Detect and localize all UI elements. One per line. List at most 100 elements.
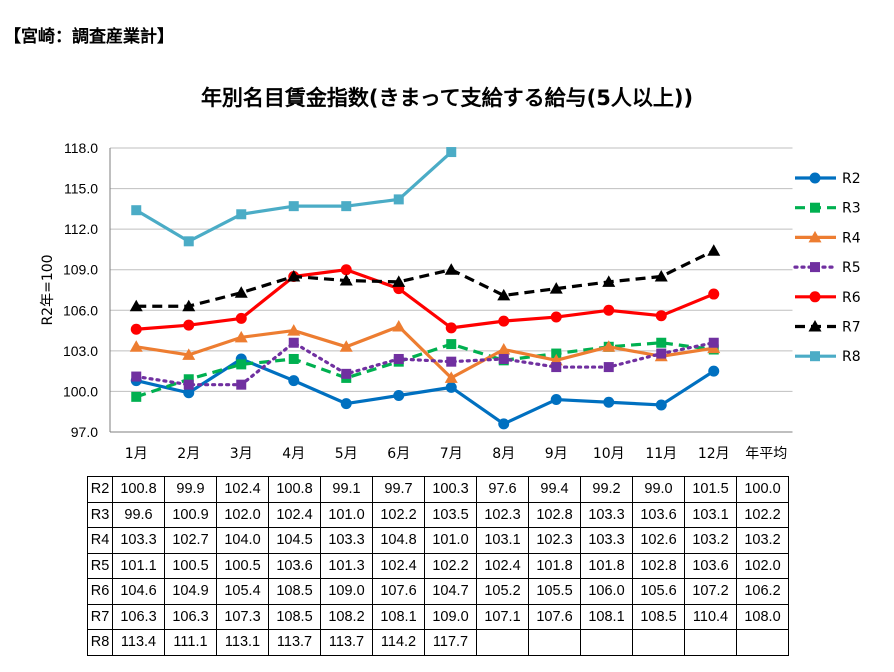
data-point <box>288 353 299 364</box>
data-point <box>549 282 563 294</box>
table-cell <box>476 629 529 656</box>
table-row-header: R4 <box>87 527 113 554</box>
legend-label: R4 <box>842 230 861 246</box>
data-point <box>236 209 247 220</box>
header-label: 【宮崎：調査産業計】 <box>4 27 174 47</box>
table-cell: 113.4 <box>112 629 165 656</box>
data-point <box>339 340 353 352</box>
legend-marker <box>810 202 820 213</box>
table-cell: 108.2 <box>320 603 373 630</box>
table-cell: 99.7 <box>372 476 425 503</box>
table-cell: 102.4 <box>216 476 269 503</box>
data-point <box>183 236 194 247</box>
y-tick-label: 100.0 <box>63 383 98 399</box>
table-cell: 97.6 <box>476 476 529 503</box>
table-row-header: R3 <box>87 501 113 528</box>
table-cell: 104.6 <box>112 578 165 605</box>
data-point <box>288 201 299 212</box>
table-cell: 105.4 <box>216 578 269 605</box>
table-cell: 102.6 <box>632 527 685 554</box>
data-point <box>288 337 299 348</box>
data-point <box>393 194 404 205</box>
data-point <box>444 371 458 383</box>
table-cell: 100.8 <box>112 476 165 503</box>
data-point <box>131 205 142 216</box>
x-tick-label: 8月 <box>492 446 515 462</box>
table-cell: 102.2 <box>372 501 425 528</box>
table-row-header: R5 <box>87 552 113 579</box>
table-cell: 105.6 <box>632 578 685 605</box>
y-tick-label: 103.0 <box>63 343 98 359</box>
table-cell: 103.3 <box>580 501 633 528</box>
table-cell: 102.0 <box>736 552 789 579</box>
table-cell: 102.4 <box>268 501 321 528</box>
table-row: R6 104.6 104.9 105.4 108.5 109.0 107.6 104.7 105… <box>87 578 789 605</box>
data-point <box>497 343 511 355</box>
legend-label: R7 <box>842 320 861 336</box>
data-point <box>288 375 300 387</box>
table-cell: 102.2 <box>424 552 477 579</box>
table-cell: 99.4 <box>528 476 581 503</box>
table-cell: 104.8 <box>372 527 425 554</box>
table-cell: 108.5 <box>632 603 685 630</box>
data-point <box>130 323 142 335</box>
table-cell: 117.7 <box>424 629 477 656</box>
table-cell: 103.5 <box>424 501 477 528</box>
table-cell: 103.1 <box>684 501 737 528</box>
data-point <box>602 275 616 287</box>
data-point <box>341 368 352 379</box>
data-point <box>497 288 511 301</box>
y-tick-label: 109.0 <box>63 262 98 278</box>
x-tick-label: 10月 <box>593 446 625 462</box>
data-point <box>498 315 510 327</box>
data-point <box>183 387 195 399</box>
data-point <box>287 269 301 282</box>
table-cell: 99.2 <box>580 476 633 503</box>
legend-label: R2 <box>842 171 861 187</box>
table-cell: 109.0 <box>424 603 477 630</box>
table-cell: 105.5 <box>528 578 581 605</box>
table-cell: 104.9 <box>164 578 217 605</box>
data-point <box>131 371 142 382</box>
data-point <box>446 356 457 367</box>
table-cell: 107.1 <box>476 603 529 630</box>
table-cell <box>736 629 789 656</box>
data-table: R2 100.8 99.9 102.4 100.8 99.1 99.7 100.3 97.6 99… <box>87 476 789 656</box>
x-tick-label: 3月 <box>230 446 253 462</box>
table-cell: 100.9 <box>164 501 217 528</box>
data-point <box>550 394 562 406</box>
table-cell: 103.6 <box>268 552 321 579</box>
table-cell: 99.1 <box>320 476 373 503</box>
y-tick-label: 112.0 <box>64 221 98 237</box>
x-tick-label: 1月 <box>125 446 148 462</box>
table-cell: 102.4 <box>476 552 529 579</box>
table-cell: 111.1 <box>164 629 217 656</box>
table-cell: 103.2 <box>736 527 789 554</box>
data-point <box>603 304 615 316</box>
legend-marker <box>808 230 822 243</box>
legend-marker <box>809 291 821 303</box>
table-row-header: R7 <box>87 603 113 630</box>
table-cell: 101.3 <box>320 552 373 579</box>
table-row: R3 99.6 100.9 102.0 102.4 101.0 102.2 103.5 102.… <box>87 501 789 528</box>
table-cell: 101.0 <box>320 501 373 528</box>
data-point <box>182 299 196 312</box>
table-cell: 110.4 <box>684 603 737 630</box>
data-point <box>550 311 562 323</box>
data-point <box>602 340 616 352</box>
data-point <box>183 319 195 331</box>
data-point <box>656 348 667 359</box>
data-point <box>341 201 352 212</box>
table-cell: 106.0 <box>580 578 633 605</box>
table-cell: 99.6 <box>112 501 165 528</box>
data-point <box>340 398 352 410</box>
table-cell: 107.2 <box>684 578 737 605</box>
series-line-R4 <box>136 324 714 380</box>
data-point <box>392 275 406 287</box>
data-point <box>445 381 457 393</box>
data-point <box>393 389 405 401</box>
y-tick-label: 106.0 <box>63 302 98 318</box>
x-tick-label: 12月 <box>698 446 730 462</box>
table-cell: 102.4 <box>372 552 425 579</box>
series-line-R6 <box>136 268 715 331</box>
